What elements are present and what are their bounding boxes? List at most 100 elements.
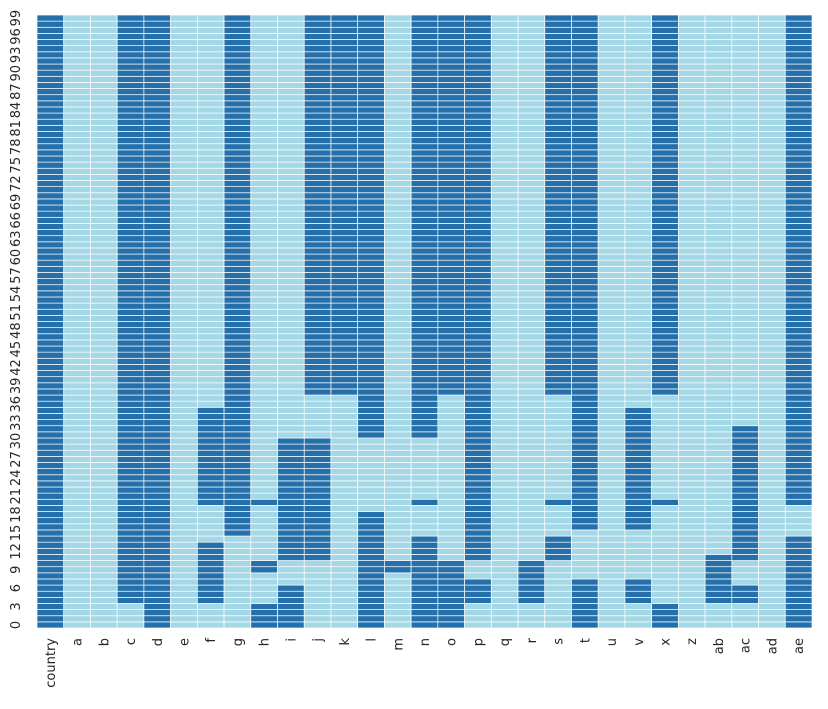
heatmap-cell <box>116 590 145 598</box>
heatmap-cell <box>196 149 225 157</box>
heatmap-cell <box>597 462 626 469</box>
heatmap-cell <box>277 82 305 89</box>
heatmap-cell <box>651 535 679 543</box>
heatmap-cell <box>678 137 706 145</box>
heatmap-cell <box>357 88 385 96</box>
heatmap-cell <box>303 572 332 580</box>
heatmap-cell <box>384 468 412 476</box>
heatmap-cell <box>63 296 91 304</box>
heatmap-cell <box>116 82 145 89</box>
heatmap-cell <box>143 229 171 237</box>
heatmap-cell <box>437 33 465 40</box>
heatmap-cell <box>517 216 546 224</box>
heatmap-cell <box>544 57 572 65</box>
heatmap-cell <box>678 161 706 169</box>
heatmap-cell <box>784 198 813 206</box>
heatmap-cell <box>784 541 813 549</box>
heatmap-cell <box>410 419 439 427</box>
heatmap-cell <box>90 198 118 206</box>
heatmap-cell <box>170 596 198 604</box>
heatmap-cell <box>170 364 198 371</box>
heatmap-cell <box>303 155 332 163</box>
heatmap-cell <box>250 364 278 371</box>
heatmap-cell <box>170 505 198 512</box>
heatmap-cell <box>36 357 65 365</box>
heatmap-cell <box>330 131 359 138</box>
heatmap-cell <box>731 112 759 120</box>
heatmap-cell <box>36 529 65 537</box>
heatmap-cell <box>330 364 359 371</box>
heatmap-cell <box>410 235 439 243</box>
heatmap-cell <box>250 321 278 328</box>
heatmap-cell <box>277 357 305 365</box>
heatmap-cell <box>704 376 733 384</box>
heatmap-cell <box>303 584 332 592</box>
heatmap-cell <box>678 94 706 102</box>
heatmap-cell <box>384 167 412 175</box>
heatmap-cell <box>36 88 65 96</box>
heatmap-cell <box>116 321 145 328</box>
heatmap-cell <box>384 596 412 604</box>
heatmap-cell <box>571 578 599 586</box>
heatmap-cell <box>330 566 359 574</box>
heatmap-cell <box>571 82 599 89</box>
heatmap-cell <box>303 590 332 598</box>
heatmap-cell <box>277 39 305 47</box>
heatmap-cell <box>624 541 652 549</box>
heatmap-cell <box>196 204 225 212</box>
heatmap-cell <box>330 26 359 34</box>
heatmap-cell <box>384 498 412 506</box>
heatmap-cell <box>544 265 572 273</box>
heatmap-cell <box>90 69 118 77</box>
heatmap-cell <box>784 63 813 71</box>
heatmap-cell <box>143 382 171 390</box>
heatmap-cell <box>63 609 91 617</box>
heatmap-cell <box>250 584 278 592</box>
heatmap-cell <box>624 468 652 476</box>
x-tick-label: z <box>685 638 700 645</box>
heatmap-cell <box>330 376 359 384</box>
heatmap-cell <box>678 229 706 237</box>
heatmap-cell <box>571 554 599 561</box>
heatmap-cell <box>651 180 679 187</box>
heatmap-cell <box>330 14 359 22</box>
heatmap-cell <box>357 486 385 494</box>
heatmap-cell <box>303 578 332 586</box>
heatmap-cell <box>410 180 439 187</box>
heatmap-cell <box>651 364 679 371</box>
heatmap-cell <box>250 419 278 427</box>
heatmap-cell <box>544 388 572 396</box>
heatmap-cell <box>63 45 91 53</box>
heatmap-cell <box>651 523 679 531</box>
heatmap-cell <box>704 186 733 194</box>
heatmap-cell <box>704 198 733 206</box>
x-tick-label: ad <box>765 638 780 654</box>
heatmap-cell <box>170 584 198 592</box>
heatmap-cell <box>464 437 492 445</box>
heatmap-cell <box>36 51 65 59</box>
heatmap-cell <box>250 554 278 561</box>
heatmap-cell <box>303 51 332 59</box>
heatmap-cell <box>384 33 412 40</box>
heatmap-cell <box>330 351 359 359</box>
heatmap-cell <box>678 315 706 322</box>
heatmap-cell <box>116 161 145 169</box>
heatmap-cell <box>758 339 786 347</box>
heatmap-cell <box>678 20 706 28</box>
heatmap-cell <box>731 327 759 335</box>
heatmap-cell <box>36 106 65 114</box>
heatmap-cell <box>223 609 252 617</box>
heatmap-cell <box>784 431 813 439</box>
heatmap-cell <box>758 259 786 267</box>
heatmap-cell <box>357 376 385 384</box>
heatmap-cell <box>731 278 759 286</box>
heatmap-cell <box>90 204 118 212</box>
heatmap-cell <box>758 456 786 463</box>
heatmap-cell <box>758 566 786 574</box>
heatmap-cell <box>758 192 786 200</box>
heatmap-cell <box>704 364 733 371</box>
heatmap-cell <box>170 474 198 482</box>
heatmap-cell <box>651 161 679 169</box>
heatmap-cell <box>116 333 145 341</box>
heatmap-cell <box>36 449 65 457</box>
